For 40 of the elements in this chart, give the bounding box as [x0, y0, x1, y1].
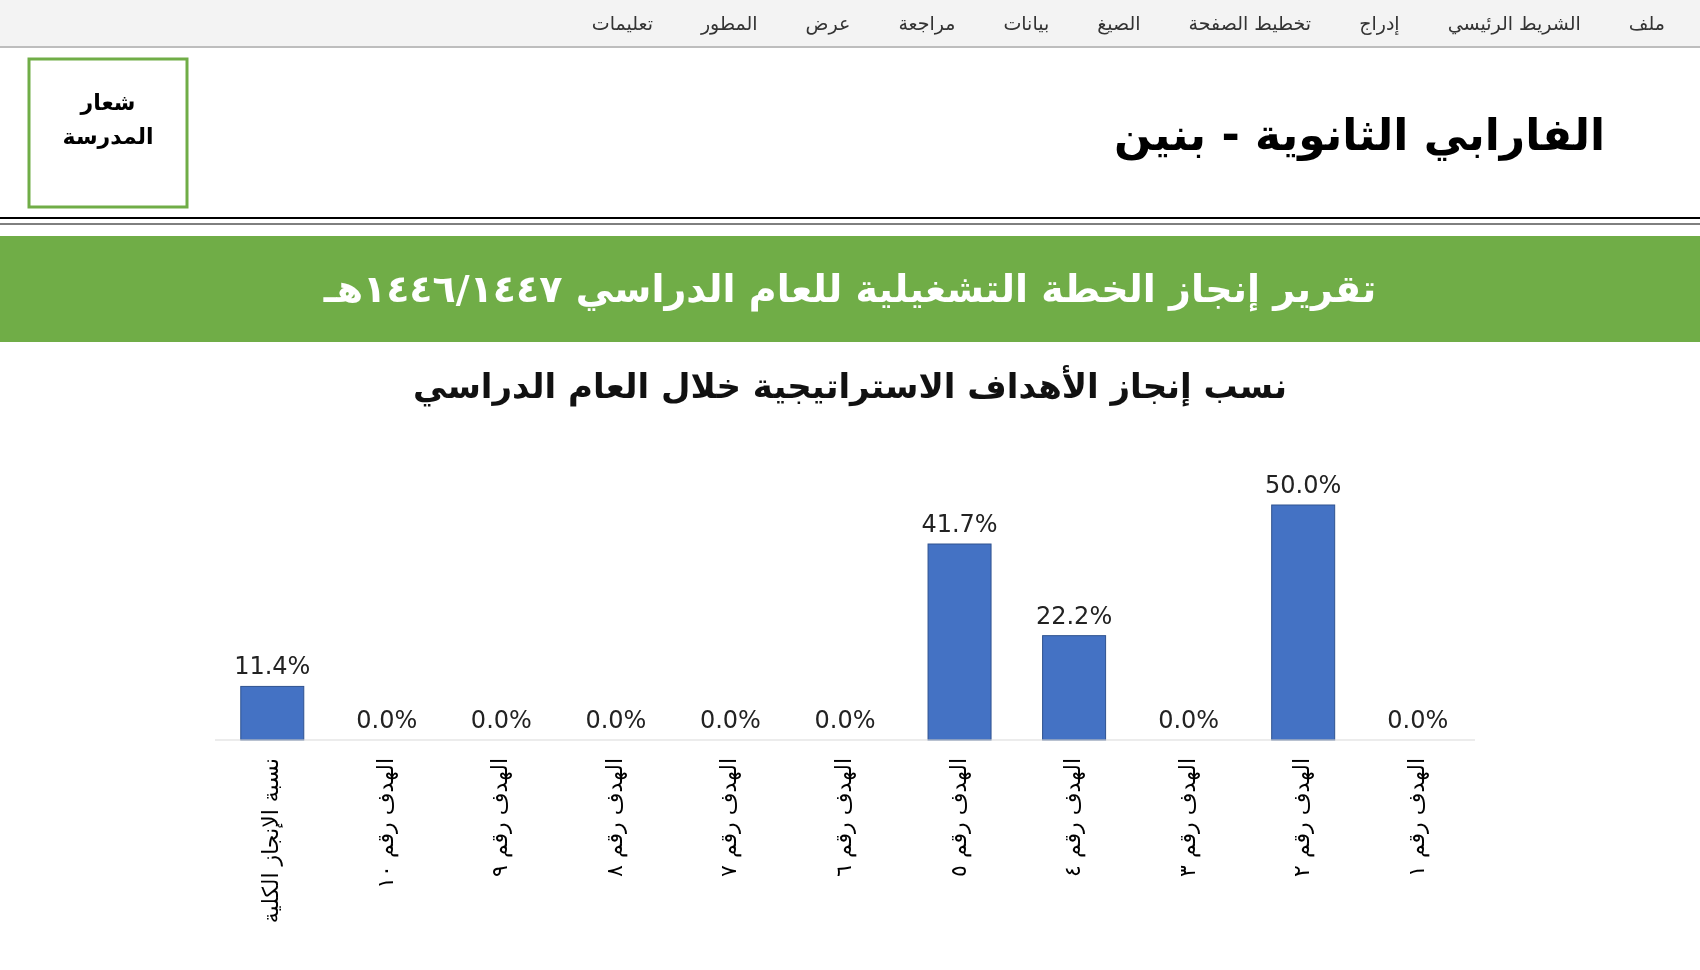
- x-tick-label: الهدف رقم ٨: [601, 758, 628, 877]
- bar: [927, 543, 992, 741]
- data-label: 22.2%: [1035, 601, 1113, 630]
- chart-title: نسب إنجاز الأهداف الاستراتيجية خلال العام الدراسي: [413, 365, 1287, 407]
- text: الصيغ: [1097, 12, 1141, 35]
- text: المطور: [699, 12, 758, 35]
- data-label: 0.0%: [585, 706, 647, 734]
- x-tick-label: الهدف رقم ١٠: [372, 758, 399, 889]
- bar: [240, 685, 305, 741]
- text: الفارابي الثانوية - بنين: [1114, 109, 1605, 161]
- bar: [1271, 504, 1336, 741]
- x-tick-label: الهدف رقم ٢: [1289, 758, 1316, 877]
- data-label: 0.0%: [699, 706, 761, 734]
- text: بيانات: [1003, 12, 1050, 34]
- x-tick-label: الهدف رقم ٦: [831, 758, 857, 877]
- data-label: 50.0%: [1265, 471, 1342, 499]
- text: تعليمات: [591, 12, 653, 34]
- x-tick-label: الهدف رقم ٣: [1174, 758, 1201, 877]
- data-label: 0.0%: [1387, 706, 1449, 734]
- text: مراجعة: [898, 12, 956, 35]
- x-tick-label: الهدف رقم ٩: [487, 758, 514, 877]
- text: عرض: [805, 12, 851, 35]
- x-tick-label: الهدف رقم ٧: [716, 758, 743, 877]
- chart-subtitle: تقرير إنجاز الخطة التشغيلية للعام الدراسي ١٤٤٦/١٤٤٧هـ: [322, 267, 1377, 312]
- data-label: 0.0%: [470, 706, 532, 734]
- x-tick-label: نسبة الإنجاز الكلية: [258, 758, 284, 924]
- x-tick-label: الهدف رقم ٥: [945, 758, 972, 877]
- text: الشريط الرئيسي: [1447, 12, 1581, 35]
- x-tick-label: الهدف رقم ٤: [1060, 758, 1087, 877]
- text: شعار المدرسة: [62, 90, 154, 149]
- text: تخطيط الصفحة: [1188, 12, 1312, 34]
- x-tick-label: الهدف رقم ١: [1403, 758, 1430, 877]
- data-label: 11.4%: [234, 652, 311, 681]
- text: ملف: [1628, 12, 1665, 34]
- data-label: 0.0%: [814, 706, 876, 734]
- data-label: 0.0%: [356, 706, 418, 734]
- data-label: 0.0%: [1158, 706, 1220, 734]
- data-label: 41.7%: [921, 510, 998, 539]
- bar: [1042, 635, 1107, 741]
- text: إدراج: [1359, 12, 1400, 36]
